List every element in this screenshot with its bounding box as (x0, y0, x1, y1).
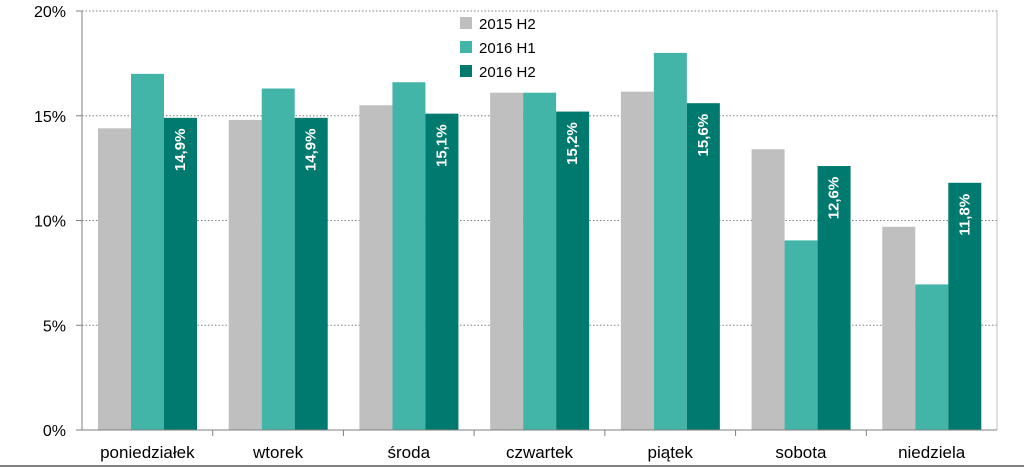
bar-2015-h2-0 (98, 128, 131, 430)
bar-2016-h2-0 (164, 117, 197, 430)
y-tick-label: 0% (43, 423, 66, 440)
bar-2016-h1-1 (261, 88, 295, 430)
bar-2016-h1-3 (523, 92, 557, 430)
y-tick-label: 15% (34, 109, 66, 126)
x-tick-label: sobota (775, 443, 827, 462)
bar-2016-h2-5 (817, 166, 851, 430)
bar-2016-h1-4 (653, 52, 687, 431)
data-label: 14,9% (303, 129, 320, 172)
bar-2016-h2-4 (686, 103, 720, 431)
bar-2015-h2-1 (228, 119, 262, 430)
legend: 2015 H2 2016 H1 2016 H2 (460, 16, 536, 81)
x-tick-label: środa (388, 443, 431, 462)
y-tick-label: 10% (34, 214, 66, 231)
data-label: 14,9% (172, 129, 189, 172)
legend-label: 2016 H2 (479, 64, 536, 81)
bar-2016-h2-3 (556, 111, 590, 430)
bar-2015-h2-3 (490, 92, 524, 430)
data-label: 11,8% (956, 194, 973, 236)
data-label: 15,1% (433, 124, 450, 167)
bar-2016-h2-1 (294, 117, 328, 430)
legend-swatch (460, 41, 472, 53)
x-tick-label: wtorek (252, 443, 304, 462)
data-label: 12,6% (826, 177, 843, 220)
data-label: 15,6% (695, 114, 712, 157)
bar-2016-h1-6 (915, 284, 949, 430)
bar-2015-h2-6 (882, 226, 916, 430)
legend-swatch (460, 65, 472, 77)
axes: 0% 5% 10% 15% 20% poniedziałek wtorek środa czwa… (0, 4, 1024, 467)
bar-2015-h2-4 (620, 91, 654, 430)
bar-2016-h2-2 (425, 113, 459, 430)
legend-label: 2016 H1 (479, 40, 536, 57)
legend-label: 2015 H2 (479, 16, 536, 33)
bar-2015-h2-2 (359, 105, 393, 431)
bar-2016-h1-5 (784, 240, 818, 430)
bar-2015-h2-5 (751, 149, 785, 430)
bar-2016-h2-6 (948, 182, 982, 430)
x-tick-label: czwartek (506, 443, 574, 462)
bar-2016-h1-2 (392, 82, 426, 430)
y-tick-label: 20% (34, 4, 66, 21)
bars: 14,9% 14,9% 15,1% 15,2% 15,6% 12,6% 11,8% (98, 52, 982, 431)
data-label: 15,2% (564, 122, 581, 165)
x-tick-label: poniedziałek (100, 443, 195, 462)
x-tick-label: piątek (648, 443, 694, 462)
x-tick-label: niedziela (898, 443, 966, 462)
legend-swatch (460, 17, 472, 29)
bar-2016-h1-0 (131, 73, 164, 430)
y-tick-label: 5% (43, 318, 66, 335)
